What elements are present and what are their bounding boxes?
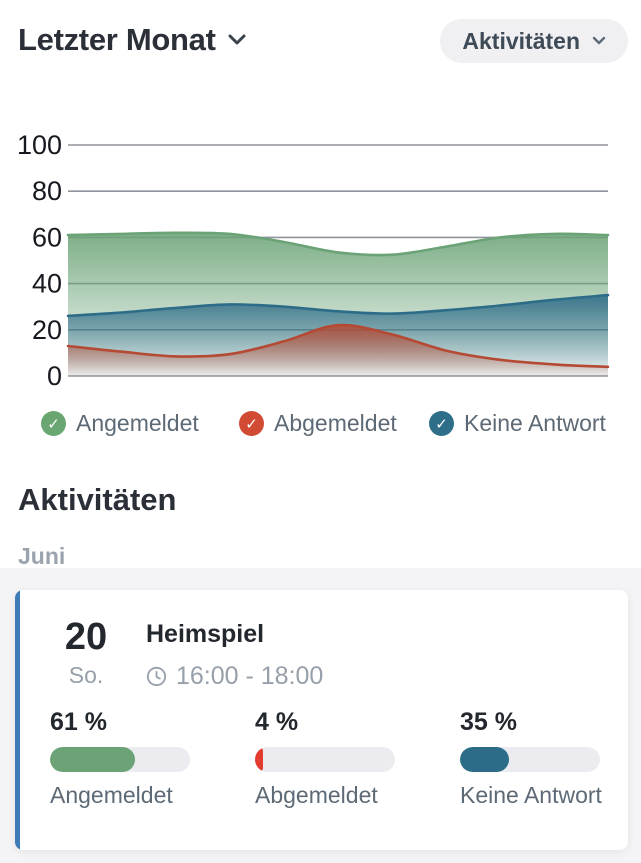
event-time-row: 16:00 - 18:00 [146,662,323,691]
event-title: Heimspiel [146,620,265,648]
svg-text:60: 60 [32,222,62,252]
attendance-area-chart: 0 20 40 60 80 100 [0,118,641,390]
activities-dropdown-button[interactable]: Aktivitäten [440,19,628,63]
legend-label: Abgemeldet [274,410,397,436]
event-card-head: 20 So. Heimspiel 16:00 - 18:00 [50,618,323,691]
svg-text:40: 40 [32,269,62,299]
activities-dropdown-label: Aktivitäten [462,27,580,54]
stat-percentage: 61 % [50,708,107,736]
stat-label: Keine Antwort [460,782,602,808]
chart-canvas: 0 20 40 60 80 100 [17,130,610,390]
svg-text:0: 0 [47,361,62,390]
check-circle-icon: ✓ [239,411,264,436]
svg-text:100: 100 [17,130,62,160]
progress-track [460,747,600,772]
progress-track [255,747,395,772]
stat-abgemeldet: 4 % Abgemeldet [255,708,405,809]
progress-fill [50,747,136,772]
month-label: Juni [18,543,66,569]
legend-label: Angemeldet [76,410,199,436]
event-stats-row: 61 % Angemeldet 4 % Abgemeldet 35 % Kein… [50,708,610,809]
progress-fill [460,747,509,772]
event-day: 20 [64,616,108,658]
chart-legend: ✓ Angemeldet ✓ Abgemeldet ✓ Keine Antwor… [0,410,641,442]
legend-item-angemeldet: ✓ Angemeldet [41,410,199,437]
legend-item-abgemeldet: ✓ Abgemeldet [239,410,397,437]
stat-label: Abgemeldet [255,782,378,808]
clock-icon [146,666,167,687]
stat-percentage: 4 % [255,708,299,736]
stat-label: Angemeldet [50,782,173,808]
period-selector[interactable]: Letzter Monat [18,22,246,58]
event-weekday: So. [68,662,104,688]
event-date-block: 20 So. [50,618,122,691]
chevron-down-icon [592,36,606,45]
svg-text:80: 80 [32,176,62,206]
progress-fill [255,747,263,772]
check-circle-icon: ✓ [41,411,66,436]
stat-keine-antwort: 35 % Keine Antwort [460,708,610,809]
activities-section-title: Aktivitäten [18,482,177,517]
chevron-down-icon [228,34,246,45]
legend-item-keine-antwort: ✓ Keine Antwort [429,410,606,437]
legend-label: Keine Antwort [464,410,606,436]
check-circle-icon: ✓ [429,411,454,436]
progress-track [50,747,190,772]
stat-angemeldet: 61 % Angemeldet [50,708,200,809]
event-card[interactable]: 20 So. Heimspiel 16:00 - 18:00 61 % Ange… [15,590,628,850]
event-time-text: 16:00 - 18:00 [176,662,324,690]
period-label: Letzter Monat [18,22,216,57]
stat-percentage: 35 % [460,708,517,736]
header: Letzter Monat Aktivitäten [0,0,641,90]
event-accent-bar [15,590,20,850]
event-info: Heimspiel 16:00 - 18:00 [146,618,323,691]
svg-text:20: 20 [32,315,62,345]
